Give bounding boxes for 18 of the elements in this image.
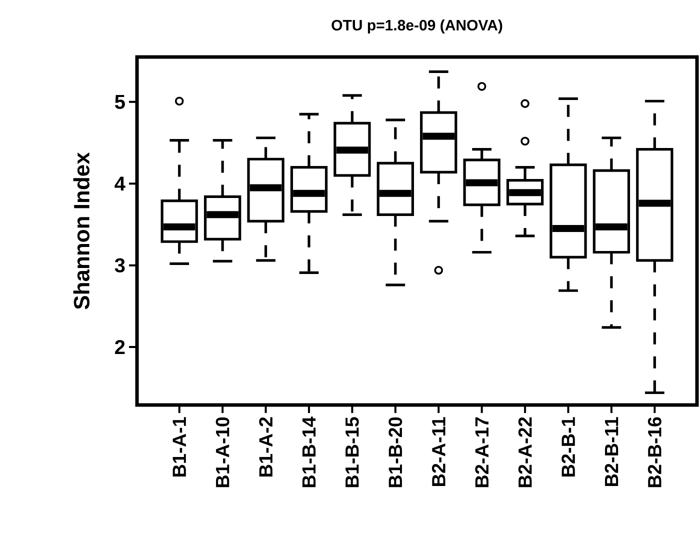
x-tick-label: B1-A-2 (259, 417, 272, 476)
y-tick-label: 4 (114, 176, 126, 190)
y-tick-label: 3 (114, 258, 125, 272)
chart-title: OTU p=1.8e-09 (ANOVA) (332, 19, 502, 34)
x-tick-label: B2-A-22 (518, 417, 532, 488)
y-axis-title: Shannon Index (73, 152, 90, 310)
x-tick-label: B1-A-1 (172, 417, 186, 476)
x-tick-label: B2-B-1 (562, 417, 575, 476)
y-tick-label: 2 (115, 340, 125, 354)
x-tick-label: B2-A-17 (475, 417, 488, 488)
x-tick-label: B1-B-20 (388, 417, 402, 488)
x-tick-label: B2-A-11 (432, 417, 446, 486)
x-tick-label: B2-B-11 (604, 417, 618, 486)
x-tick-label: B1-A-10 (216, 417, 230, 488)
y-tick-label: 5 (114, 94, 125, 109)
x-tick-label: B2-B-16 (648, 417, 662, 488)
x-tick-label: B1-B-15 (346, 417, 359, 488)
x-tick-label: B1-B-14 (302, 416, 316, 488)
